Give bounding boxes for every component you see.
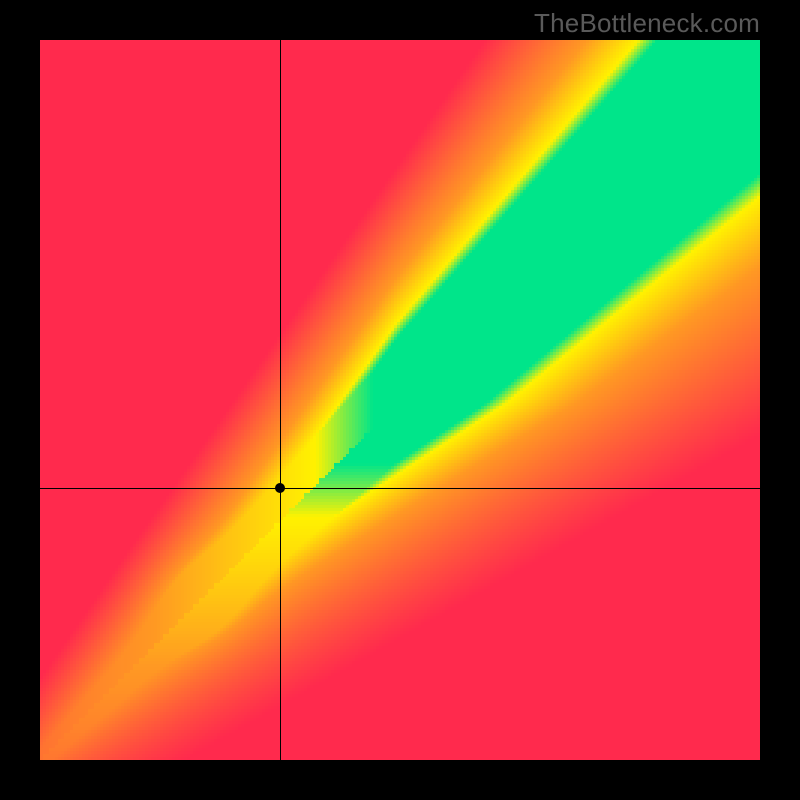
crosshair-horizontal — [40, 488, 760, 489]
heatmap-canvas — [40, 40, 760, 760]
plot-area — [40, 40, 760, 760]
data-point-marker — [275, 483, 285, 493]
chart-container: TheBottleneck.com — [0, 0, 800, 800]
crosshair-vertical — [280, 40, 281, 760]
watermark-text: TheBottleneck.com — [534, 8, 760, 39]
